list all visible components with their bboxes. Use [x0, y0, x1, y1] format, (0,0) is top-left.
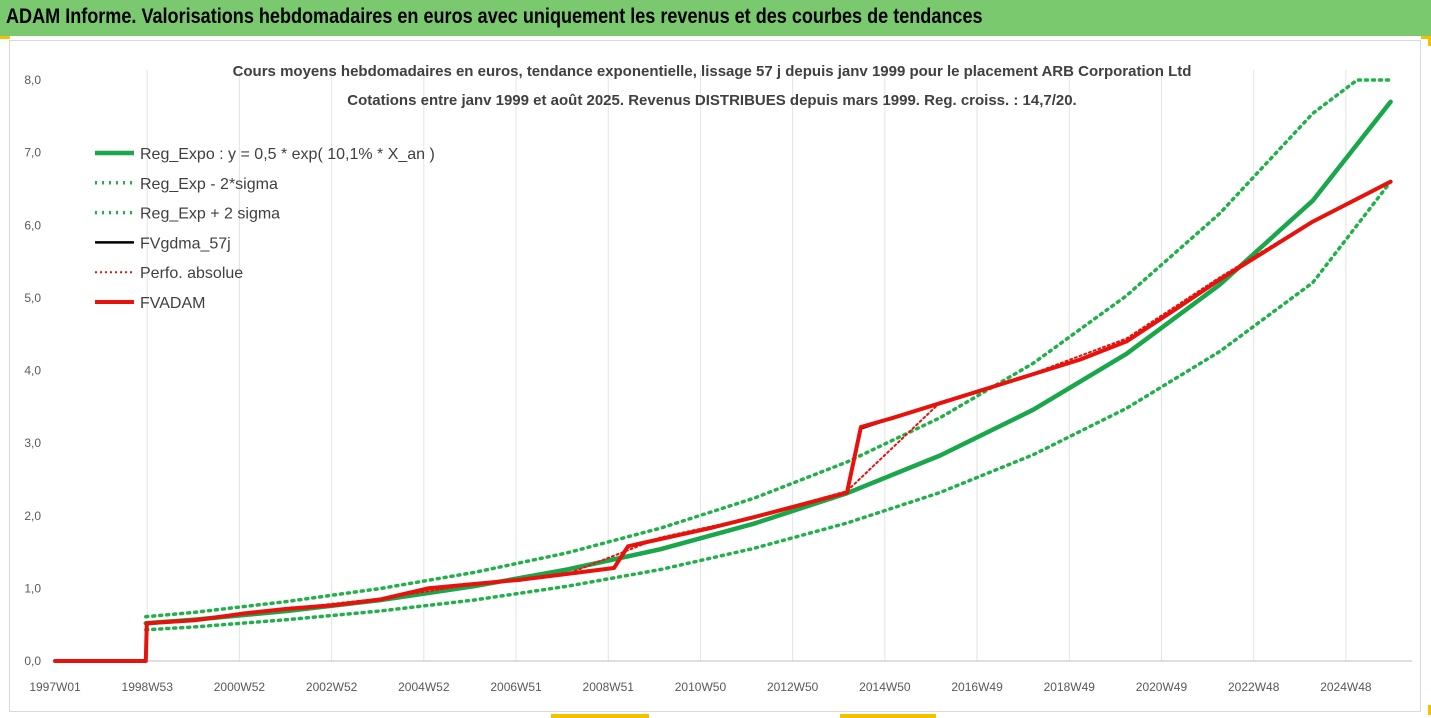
x-tick-label: 2002W52 [306, 680, 358, 694]
series-line-5 [53, 179, 1393, 663]
legend-label: Reg_Exp + 2 sigma [140, 206, 280, 223]
y-tick-label: 4,0 [24, 364, 41, 378]
x-tick-label: 2014W50 [859, 680, 911, 694]
legend-label: Perfo. absolue [140, 265, 243, 282]
legend-label: FVgdma_57j [140, 235, 231, 252]
x-tick-label: 1998W53 [122, 680, 174, 694]
y-tick-label: 2,0 [24, 509, 41, 523]
y-tick-label: 0,0 [24, 654, 41, 668]
series-line-3 [53, 180, 1392, 663]
chart-title-line-1: Cours moyens hebdomadaires en euros, ten… [233, 63, 1192, 80]
corner-marker-right [1428, 36, 1431, 46]
grid-lines [55, 70, 1412, 662]
y-tick-label: 5,0 [24, 291, 41, 305]
y-tick-label: 8,0 [24, 73, 41, 87]
x-tick-label: 1997W01 [29, 680, 81, 694]
x-tick-label: 2004W52 [398, 680, 450, 694]
series-line-4 [54, 180, 1392, 662]
page-title: ADAM Informe. Valorisations hebdomadaire… [6, 5, 983, 28]
x-tick-label: 2024W48 [1320, 680, 1372, 694]
legend: Reg_Expo : y = 0,5 * exp( 10,1% * X_an )… [95, 146, 435, 312]
x-tick-label: 2018W49 [1044, 680, 1096, 694]
corner-marker-bottom-right [1428, 705, 1431, 715]
x-tick-label: 2010W50 [675, 680, 727, 694]
legend-label: Reg_Exp - 2*sigma [140, 176, 278, 193]
chart-title-line-2: Cotations entre janv 1999 et août 2025. … [347, 92, 1076, 109]
x-tick-label: 2008W51 [583, 680, 635, 694]
x-tick-label: 2000W52 [214, 680, 266, 694]
sheet-tab-marker-1 [551, 714, 649, 718]
y-tick-label: 3,0 [24, 436, 41, 450]
sheet-tab-marker-2 [840, 714, 936, 718]
corner-marker-top-right [1421, 36, 1431, 39]
x-axis-ticks: 1997W01 1998W53 2000W52 2002W52 2004W52 2006W… [29, 680, 1372, 694]
corner-marker-top-left [0, 36, 10, 39]
x-tick-label: 2022W48 [1228, 680, 1280, 694]
x-tick-label: 2012W50 [767, 680, 819, 694]
series-lines [53, 78, 1393, 663]
legend-label: FVADAM [140, 295, 205, 312]
y-tick-label: 6,0 [24, 218, 41, 232]
series-line-2 [144, 78, 1393, 619]
x-tick-label: 2020W49 [1136, 680, 1188, 694]
x-tick-label: 2006W51 [490, 680, 542, 694]
y-tick-label: 7,0 [24, 146, 41, 160]
y-axis-ticks: 0,0 1,0 2,0 3,0 4,0 5,0 6,0 7,0 8,0 [24, 73, 41, 668]
y-tick-label: 1,0 [24, 581, 41, 595]
legend-label: Reg_Expo : y = 0,5 * exp( 10,1% * X_an ) [140, 146, 435, 163]
chart-frame [9, 40, 1421, 712]
x-tick-label: 2016W49 [951, 680, 1003, 694]
series-line-1 [144, 179, 1393, 632]
header-bar: ADAM Informe. Valorisations hebdomadaire… [0, 0, 1431, 36]
